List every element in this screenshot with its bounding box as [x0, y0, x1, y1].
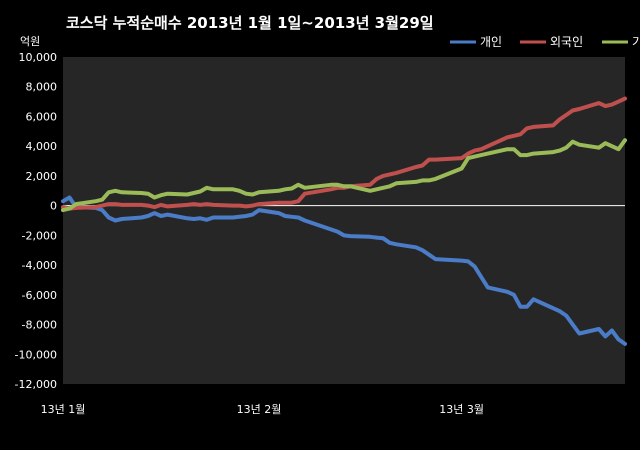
x-tick-label: 13년 1월: [41, 403, 86, 416]
y-tick-label: -6,000: [22, 289, 57, 302]
y-tick-label: -2,000: [22, 229, 57, 242]
legend-label: 기관: [632, 35, 640, 49]
x-tick-labels: 13년 1월 13년 2월 13년 3월: [41, 403, 484, 416]
x-tick-label: 13년 3월: [439, 403, 484, 416]
legend-label: 외국인: [550, 35, 583, 49]
y-tick-label: 10,000: [19, 51, 58, 64]
y-tick-label: 6,000: [26, 110, 58, 123]
y-tick-label: 8,000: [26, 81, 58, 94]
y-tick-label: -8,000: [22, 319, 57, 332]
legend-label: 개인: [480, 35, 502, 49]
y-tick-label: -10,000: [15, 348, 57, 361]
series-line: [61, 195, 627, 346]
chart-title: 코스닥 누적순매수 2013년 1월 1일~2013년 3월29일: [66, 14, 434, 32]
y-axis-label: 억원: [20, 35, 40, 48]
y-tick-label: -12,000: [15, 378, 57, 391]
y-tick-label: 4,000: [26, 140, 58, 153]
y-tick-label: 2,000: [26, 170, 58, 183]
legend: 개인 외국인 기관: [450, 35, 640, 49]
x-tick-label: 13년 2월: [237, 403, 282, 416]
plot-area: [63, 57, 625, 384]
y-tick-label: 0: [50, 200, 57, 213]
y-tick-label: -4,000: [22, 259, 57, 272]
series-line: [61, 138, 627, 213]
y-tick-labels: 10,000 8,000 6,000 4,000 2,000 0 -2,000 -4,000 -…: [15, 51, 57, 391]
series-lines: [61, 96, 627, 346]
